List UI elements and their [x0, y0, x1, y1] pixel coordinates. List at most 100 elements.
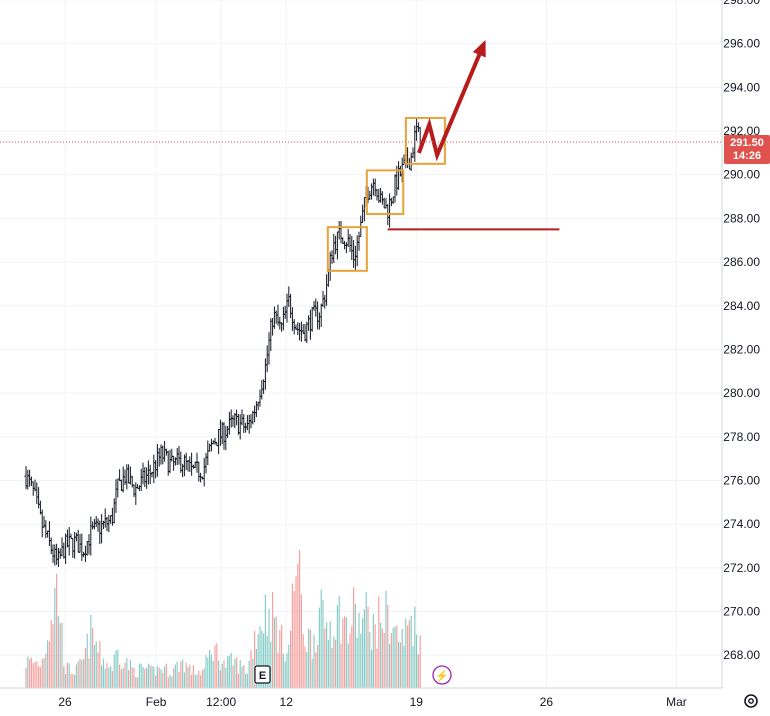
- consolidation-box[interactable]: [326, 226, 368, 272]
- ohlc-bar: [128, 466, 133, 485]
- ohlc-bar: [37, 487, 41, 509]
- gear-icon[interactable]: [744, 694, 758, 708]
- volume-bar: [419, 635, 421, 688]
- ohlc-bar: [163, 440, 167, 462]
- ohlc-bar: [233, 412, 237, 429]
- volume-bar: [309, 630, 311, 688]
- volume-bar: [158, 667, 160, 688]
- ohlc-bar: [136, 484, 140, 489]
- volume-bar: [117, 649, 119, 688]
- ohlc-bar: [296, 322, 300, 336]
- volume-bar: [149, 664, 151, 688]
- ohlc-bar: [44, 520, 48, 539]
- volume-bar: [182, 659, 184, 688]
- earnings-marker-box[interactable]: [254, 665, 271, 684]
- price-axis[interactable]: 298.00 296.00 294.00 292.00 290.00 288.00 286.…: [723, 0, 760, 662]
- ohlc-bar: [215, 442, 219, 447]
- ohlc-bar: [94, 515, 98, 528]
- ohlc-bar: [378, 188, 383, 203]
- ohlc-bar: [168, 449, 172, 474]
- volume-bar: [254, 631, 256, 688]
- volume-bar: [383, 632, 385, 688]
- ohlc-bar: [393, 174, 397, 203]
- price-bars: [24, 118, 422, 568]
- volume-bar: [272, 591, 274, 688]
- x-tick-label: 12:00: [206, 695, 236, 709]
- ohlc-bar: [290, 307, 294, 331]
- time-axis[interactable]: 26 Feb 12:00 12 19 26 Mar: [58, 695, 686, 709]
- ohlc-bar: [197, 461, 201, 482]
- volume-bar: [200, 675, 202, 688]
- volume-bar: [93, 645, 96, 688]
- projection-arrow[interactable]: [417, 42, 486, 162]
- volume-bar: [124, 662, 126, 688]
- ohlc-bar: [64, 533, 68, 564]
- ohlc-bar: [206, 440, 210, 466]
- ohlc-bar: [161, 445, 165, 465]
- ohlc-bar: [238, 414, 242, 440]
- ohlc-bar: [242, 414, 246, 434]
- ohlc-bar: [35, 482, 39, 505]
- ohlc-bar: [170, 448, 174, 462]
- consolidation-box[interactable]: [365, 169, 405, 216]
- y-tick-label: 288.00: [723, 211, 760, 225]
- ohlc-bar: [396, 161, 401, 190]
- volume-bar: [164, 666, 166, 688]
- ohlc-bar: [373, 178, 377, 197]
- volume-bar: [104, 668, 106, 688]
- volume-bar: [115, 650, 117, 688]
- volume-bar: [361, 618, 364, 688]
- ohlc-bar: [182, 454, 187, 477]
- y-tick-label: 294.00: [723, 80, 760, 94]
- last-price-value: 291.50: [730, 137, 764, 149]
- ohlc-bar: [29, 476, 34, 487]
- volume-bar: [90, 614, 92, 688]
- volume-bar: [415, 634, 418, 688]
- ohlc-bar: [73, 531, 77, 559]
- ohlc-bar: [56, 547, 61, 568]
- volume-bar: [111, 671, 114, 688]
- price-axis-bg[interactable]: [722, 0, 770, 688]
- volume-bar: [56, 573, 58, 688]
- ohlc-bar: [28, 469, 32, 487]
- volume-bar: [282, 653, 285, 688]
- volume-bar: [263, 633, 265, 688]
- volume-bar: [191, 674, 193, 688]
- volume-bar: [174, 664, 177, 688]
- volume-bar: [264, 594, 267, 688]
- last-price-label: 291.50 14:26: [724, 134, 770, 164]
- volume-bar: [289, 630, 292, 688]
- ohlc-bar: [355, 235, 359, 267]
- volume-bar: [293, 590, 295, 688]
- earnings-marker[interactable]: E: [254, 665, 271, 684]
- volume-bar: [99, 641, 101, 688]
- volume-bar: [225, 667, 227, 688]
- volume-bar: [228, 655, 231, 688]
- volume-bar: [273, 617, 276, 688]
- volume-bar: [239, 660, 241, 688]
- dividend-marker[interactable]: ⚡: [432, 665, 452, 685]
- volume-bar: [298, 550, 301, 688]
- volume-bar: [151, 665, 153, 688]
- volume-bar: [245, 673, 247, 688]
- volume-bar: [41, 659, 43, 688]
- ohlc-bar: [109, 515, 113, 524]
- ohlc-bar: [40, 509, 44, 538]
- volume-bar: [324, 628, 326, 688]
- volume-bar: [396, 625, 398, 688]
- ohlc-bar: [260, 379, 264, 400]
- ohlc-bar: [317, 312, 321, 330]
- ohlc-bar: [271, 318, 275, 336]
- volume-bar: [48, 641, 51, 688]
- ohlc-bar: [177, 445, 181, 465]
- ohlc-bar: [132, 484, 136, 498]
- volume-bar: [408, 620, 410, 688]
- ohlc-bar: [384, 198, 388, 209]
- drawings[interactable]: [326, 39, 560, 272]
- volume-bar: [349, 633, 351, 688]
- volume-bar: [203, 668, 205, 688]
- dividend-marker-circle[interactable]: [432, 665, 452, 685]
- time-axis-bg[interactable]: [0, 688, 722, 711]
